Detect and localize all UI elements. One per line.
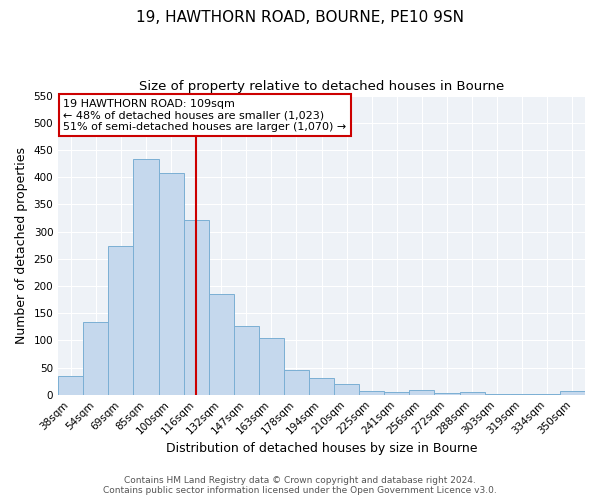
Title: Size of property relative to detached houses in Bourne: Size of property relative to detached ho… bbox=[139, 80, 504, 93]
Y-axis label: Number of detached properties: Number of detached properties bbox=[15, 146, 28, 344]
Bar bbox=[158, 174, 184, 394]
Bar bbox=[284, 370, 309, 394]
Bar bbox=[109, 246, 133, 394]
Bar bbox=[309, 378, 334, 394]
Bar bbox=[409, 390, 434, 394]
Bar bbox=[560, 392, 585, 394]
Bar bbox=[184, 220, 209, 394]
Bar bbox=[385, 392, 409, 394]
Bar bbox=[259, 338, 284, 394]
Bar bbox=[58, 376, 83, 394]
Text: 19, HAWTHORN ROAD, BOURNE, PE10 9SN: 19, HAWTHORN ROAD, BOURNE, PE10 9SN bbox=[136, 10, 464, 25]
Bar bbox=[434, 392, 460, 394]
Bar bbox=[83, 322, 109, 394]
Bar bbox=[334, 384, 359, 394]
Text: 19 HAWTHORN ROAD: 109sqm
← 48% of detached houses are smaller (1,023)
51% of sem: 19 HAWTHORN ROAD: 109sqm ← 48% of detach… bbox=[64, 98, 347, 132]
Bar bbox=[460, 392, 485, 394]
Bar bbox=[133, 159, 158, 394]
Bar bbox=[234, 326, 259, 394]
Bar bbox=[209, 294, 234, 394]
Bar bbox=[359, 391, 385, 394]
X-axis label: Distribution of detached houses by size in Bourne: Distribution of detached houses by size … bbox=[166, 442, 478, 455]
Text: Contains HM Land Registry data © Crown copyright and database right 2024.
Contai: Contains HM Land Registry data © Crown c… bbox=[103, 476, 497, 495]
